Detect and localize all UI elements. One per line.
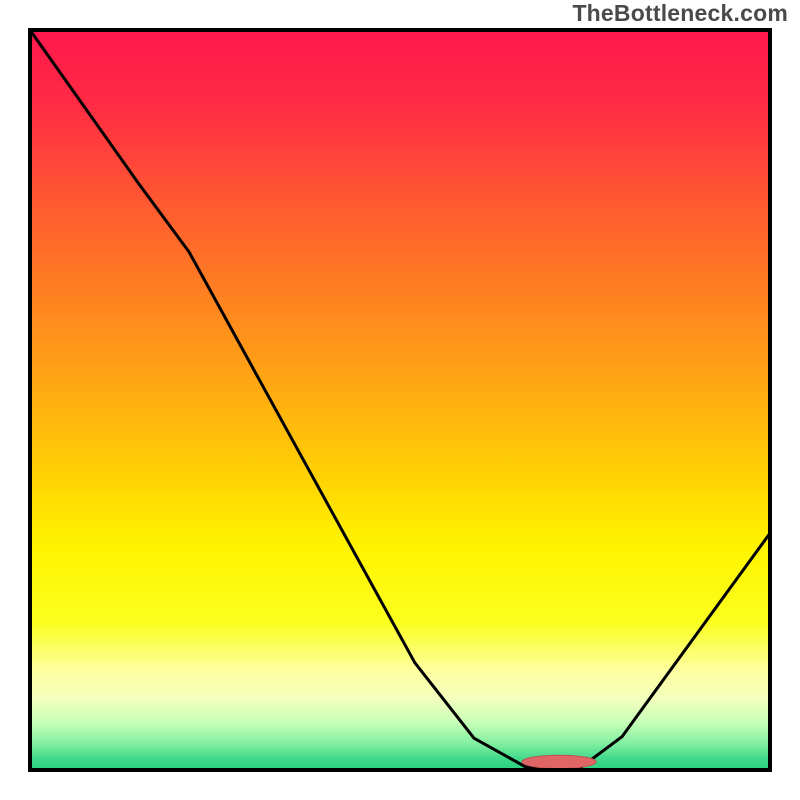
watermark-text: TheBottleneck.com [572, 0, 788, 27]
chart-container: TheBottleneck.com [0, 0, 800, 800]
chart-svg [0, 0, 800, 800]
optimal-marker [522, 755, 596, 768]
plot-background [30, 30, 770, 770]
